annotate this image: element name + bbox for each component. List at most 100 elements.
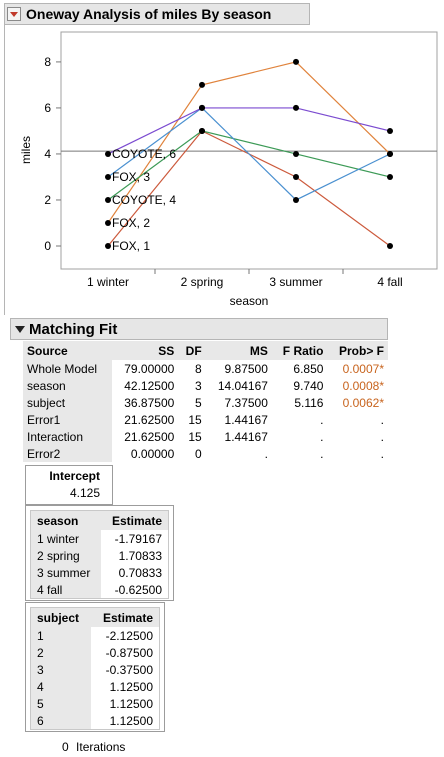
y-tick-label: 6 bbox=[44, 101, 51, 115]
df-cell: 15 bbox=[188, 429, 202, 444]
prob-cell: . bbox=[380, 429, 384, 444]
source-cell: Error1 bbox=[23, 411, 113, 428]
ss-cell: 79.00000 bbox=[124, 361, 175, 376]
season-estimates-inner: season Estimate 1 winter -1.79167 2 sprin… bbox=[30, 510, 169, 599]
x-tick-label: 1 winter bbox=[87, 275, 129, 289]
estimate-cell: 1.12500 bbox=[109, 696, 153, 711]
season-cell: 1 winter bbox=[31, 530, 102, 547]
x-tick-label: 2 spring bbox=[181, 275, 224, 289]
disclosure-icon[interactable] bbox=[15, 325, 25, 333]
intercept-label: Intercept bbox=[49, 469, 100, 483]
x-axis-label: season bbox=[230, 294, 269, 308]
estimate-cell: 1.70833 bbox=[118, 548, 162, 563]
estimate-col-header: Estimate bbox=[101, 511, 168, 530]
iterations-count: 0 bbox=[62, 740, 69, 754]
subject-cell: 2 bbox=[31, 644, 91, 661]
table-row: 1 winter -1.79167 bbox=[31, 530, 168, 547]
f-cell: 9.740 bbox=[293, 378, 324, 393]
subject-estimates-box: subject Estimate 1 -2.12500 2 -0.87500 3 -0… bbox=[25, 602, 165, 732]
col-ms: MS bbox=[249, 343, 268, 358]
y-tick-label: 4 bbox=[44, 147, 51, 161]
subject-cell: 3 bbox=[31, 661, 91, 678]
ss-cell: 0.00000 bbox=[130, 446, 175, 461]
estimate-cell: -0.37500 bbox=[105, 662, 153, 677]
red-triangle-menu-button[interactable] bbox=[7, 7, 21, 21]
data-point bbox=[199, 81, 205, 88]
oneway-chart: FOX, 1 FOX, 2 COYOTE, 4 FOX, 3 COYOTE, 6 1 w… bbox=[19, 31, 438, 308]
table-row: 5 1.12500 bbox=[31, 695, 159, 712]
table-row: Interaction 21.62500 15 1.44167 . . bbox=[23, 428, 388, 445]
prob-cell: 0.0007* bbox=[342, 361, 384, 376]
table-row: season 42.12500 3 14.04167 9.740 0.0008* bbox=[23, 377, 388, 394]
data-point bbox=[387, 242, 393, 249]
estimate-cell: 1.12500 bbox=[109, 679, 153, 694]
season-header-row: season Estimate bbox=[31, 511, 168, 530]
ms-cell: . bbox=[264, 446, 268, 461]
df-cell: 5 bbox=[194, 395, 202, 410]
season-cell: 3 summer bbox=[31, 564, 102, 581]
table-row: Error1 21.62500 15 1.44167 . . bbox=[23, 411, 388, 428]
matching-fit-header: Matching Fit bbox=[10, 318, 388, 340]
data-point bbox=[387, 127, 393, 134]
table-row: Error2 0.00000 0 . . . bbox=[23, 445, 388, 462]
ms-cell: 7.37500 bbox=[224, 395, 268, 410]
ss-cell: 21.62500 bbox=[124, 429, 175, 444]
data-point bbox=[199, 127, 205, 134]
estimate-cell: -0.87500 bbox=[105, 645, 153, 660]
dropdown-icon bbox=[10, 11, 18, 17]
y-axis-label: miles bbox=[19, 136, 33, 164]
point-label: FOX, 1 bbox=[112, 239, 150, 253]
iterations-status: 0 Iterations bbox=[62, 740, 125, 754]
season-cell: 2 spring bbox=[31, 547, 102, 564]
point-label: COYOTE, 4 bbox=[112, 193, 176, 207]
df-cell: 8 bbox=[194, 361, 202, 376]
col-df: DF bbox=[185, 343, 202, 358]
data-point bbox=[105, 219, 111, 226]
subject-cell: 6 bbox=[31, 712, 91, 729]
ss-cell: 36.87500 bbox=[124, 395, 175, 410]
col-fratio: F Ratio bbox=[282, 343, 324, 358]
data-point bbox=[293, 58, 299, 65]
table-row: 6 1.12500 bbox=[31, 712, 159, 729]
table-row: 2 -0.87500 bbox=[31, 644, 159, 661]
season-cell: 4 fall bbox=[31, 581, 102, 598]
estimate-cell: -1.79167 bbox=[114, 531, 162, 546]
estimate-cell: 0.70833 bbox=[118, 565, 162, 580]
matching-fit-title: Matching Fit bbox=[29, 320, 118, 338]
prob-cell: 0.0062* bbox=[342, 395, 384, 410]
source-cell: Error2 bbox=[23, 445, 113, 462]
df-cell: 0 bbox=[194, 446, 202, 461]
season-estimates-box: season Estimate 1 winter -1.79167 2 sprin… bbox=[25, 505, 174, 601]
data-point bbox=[293, 104, 299, 111]
df-cell: 3 bbox=[194, 378, 202, 393]
table-row: Whole Model 79.00000 8 9.87500 6.850 0.0… bbox=[23, 360, 388, 377]
table-row: subject 36.87500 5 7.37500 5.116 0.0062* bbox=[23, 394, 388, 411]
series-line bbox=[107, 61, 391, 224]
ss-cell: 21.62500 bbox=[124, 412, 175, 427]
table-row: 2 spring 1.70833 bbox=[31, 547, 168, 564]
table-row: 3 summer 0.70833 bbox=[31, 564, 168, 581]
oneway-header: Oneway Analysis of miles By season bbox=[4, 3, 310, 25]
ms-cell: 1.44167 bbox=[224, 429, 268, 444]
data-point bbox=[387, 150, 393, 157]
estimate-cell: 1.12500 bbox=[109, 713, 153, 728]
subject-estimates-inner: subject Estimate 1 -2.12500 2 -0.87500 3 -0… bbox=[30, 607, 160, 730]
df-cell: 15 bbox=[188, 412, 202, 427]
series-line bbox=[107, 107, 391, 155]
source-cell: subject bbox=[23, 394, 113, 411]
ms-cell: 14.04167 bbox=[217, 378, 268, 393]
source-cell: season bbox=[23, 377, 113, 394]
subject-estimates-table: subject Estimate 1 -2.12500 2 -0.87500 3 -0… bbox=[31, 608, 159, 729]
f-cell: 5.116 bbox=[294, 395, 324, 410]
anova-header-row: Source SS DF MS F Ratio Prob> F bbox=[23, 341, 388, 360]
y-tick-label: 8 bbox=[44, 55, 51, 69]
oneway-title: Oneway Analysis of miles By season bbox=[26, 6, 272, 22]
table-row: 3 -0.37500 bbox=[31, 661, 159, 678]
data-point bbox=[105, 196, 111, 203]
subject-cell: 1 bbox=[31, 627, 91, 644]
season-col-header: season bbox=[31, 511, 102, 530]
ms-cell: 9.87500 bbox=[224, 361, 268, 376]
data-point bbox=[105, 242, 111, 249]
subject-col-header: subject bbox=[31, 608, 91, 627]
data-point bbox=[105, 173, 111, 180]
